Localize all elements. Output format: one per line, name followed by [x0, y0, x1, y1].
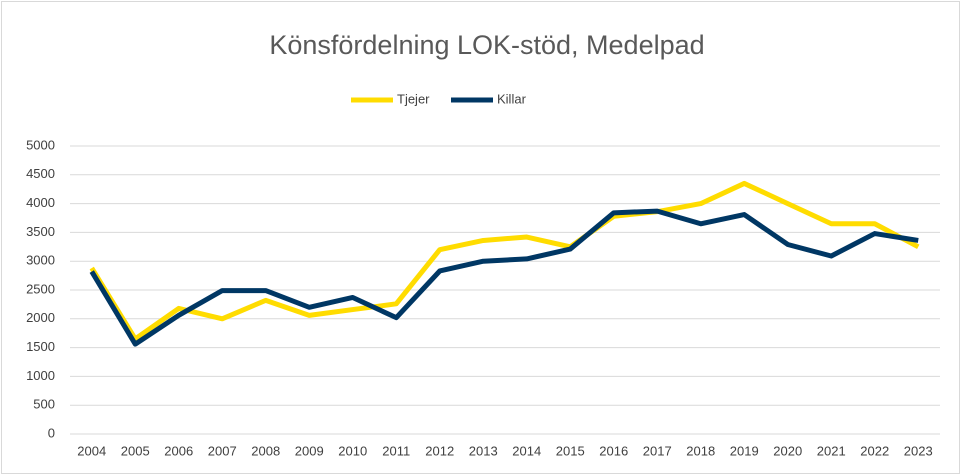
x-tick-label: 2008 — [251, 443, 280, 458]
x-tick-label: 2018 — [686, 443, 715, 458]
y-tick-label: 3000 — [26, 253, 55, 268]
y-tick-label: 5000 — [26, 137, 55, 152]
y-tick-label: 0 — [48, 425, 55, 440]
x-tick-label: 2019 — [730, 443, 759, 458]
x-tick-label: 2016 — [599, 443, 628, 458]
x-tick-label: 2021 — [817, 443, 846, 458]
y-tick-label: 3500 — [26, 224, 55, 239]
legend-label: Tjejer — [397, 91, 430, 106]
x-tick-label: 2017 — [643, 443, 672, 458]
y-tick-label: 500 — [33, 397, 55, 412]
y-tick-label: 1000 — [26, 368, 55, 383]
x-tick-label: 2013 — [469, 443, 498, 458]
line-series — [89, 208, 919, 347]
legend-label: Killar — [497, 91, 527, 106]
x-tick-label: 2011 — [382, 443, 410, 458]
x-tick-label: 2010 — [338, 443, 367, 458]
x-tick-label: 2014 — [512, 443, 541, 458]
x-tick-label: 2020 — [773, 443, 802, 458]
chart-title: Könsfördelning LOK-stöd, Medelpad — [269, 30, 704, 60]
x-tick-label: 2007 — [208, 443, 237, 458]
y-tick-label: 4000 — [26, 195, 55, 210]
x-tick-label: 2023 — [904, 443, 933, 458]
x-tick-label: 2015 — [556, 443, 585, 458]
y-tick-label: 1500 — [26, 339, 55, 354]
x-tick-label: 2009 — [295, 443, 324, 458]
y-tick-label: 2500 — [26, 281, 55, 296]
y-tick-label: 4500 — [26, 166, 55, 181]
x-tick-label: 2006 — [164, 443, 193, 458]
x-tick-label: 2012 — [425, 443, 454, 458]
y-tick-label: 2000 — [26, 310, 55, 325]
x-tick-label: 2005 — [121, 443, 150, 458]
x-tick-label: 2004 — [77, 443, 106, 458]
line-series — [89, 180, 920, 342]
x-tick-label: 2022 — [860, 443, 889, 458]
